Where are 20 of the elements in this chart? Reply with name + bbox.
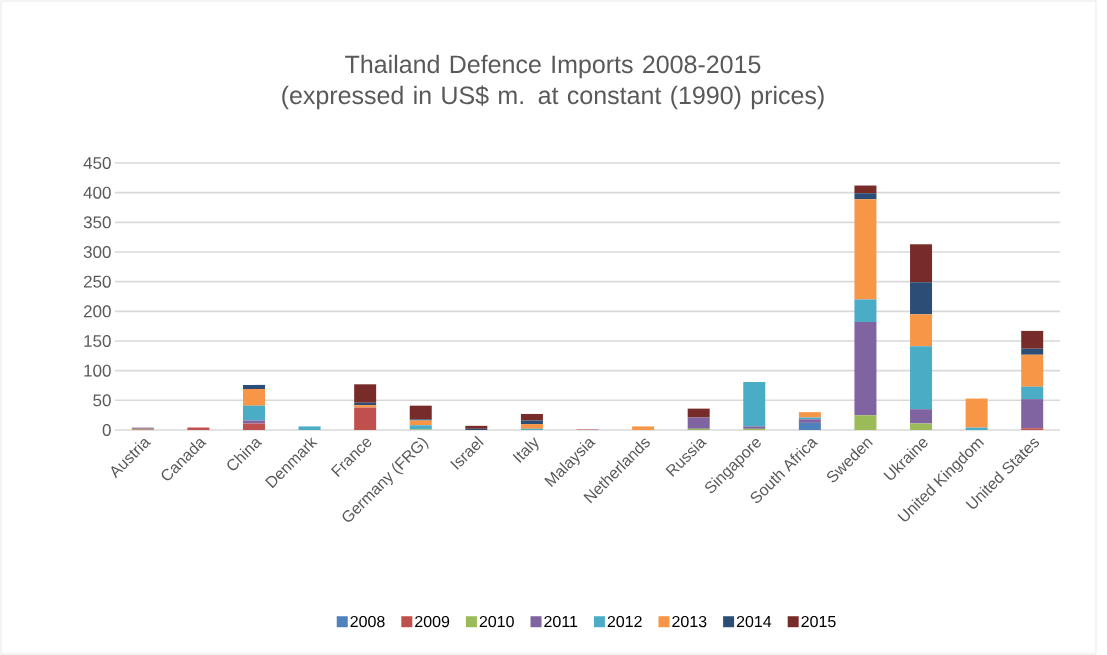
chart-title: Thailand Defence Imports 2008-2015 (expressed in US$ m. at constant (1990) prices) [282,54,824,110]
y-tick-label: 450 [83,156,111,170]
y-tick-label: 350 [83,216,111,229]
y-tick-label: 250 [83,275,111,288]
legend-label: 2010 [479,615,514,628]
x-tick-label: Italy [512,437,539,463]
legend-label: 2008 [350,615,385,628]
y-tick-label: 50 [93,394,111,407]
y-tick-label: 100 [84,364,111,377]
y-tick-label: 400 [83,186,111,199]
legend-label: 2011 [544,615,578,628]
y-tick-label: 200 [83,305,111,318]
legend-label: 2012 [607,615,642,628]
legend-label: 2015 [801,615,836,628]
y-tick-label: 150 [84,334,111,348]
y-tick-label: 0 [102,423,111,437]
legend-label: 2009 [415,615,450,628]
legend-label: 2013 [672,615,707,628]
y-tick-label: 300 [83,245,111,259]
legend-label: 2014 [736,615,772,628]
